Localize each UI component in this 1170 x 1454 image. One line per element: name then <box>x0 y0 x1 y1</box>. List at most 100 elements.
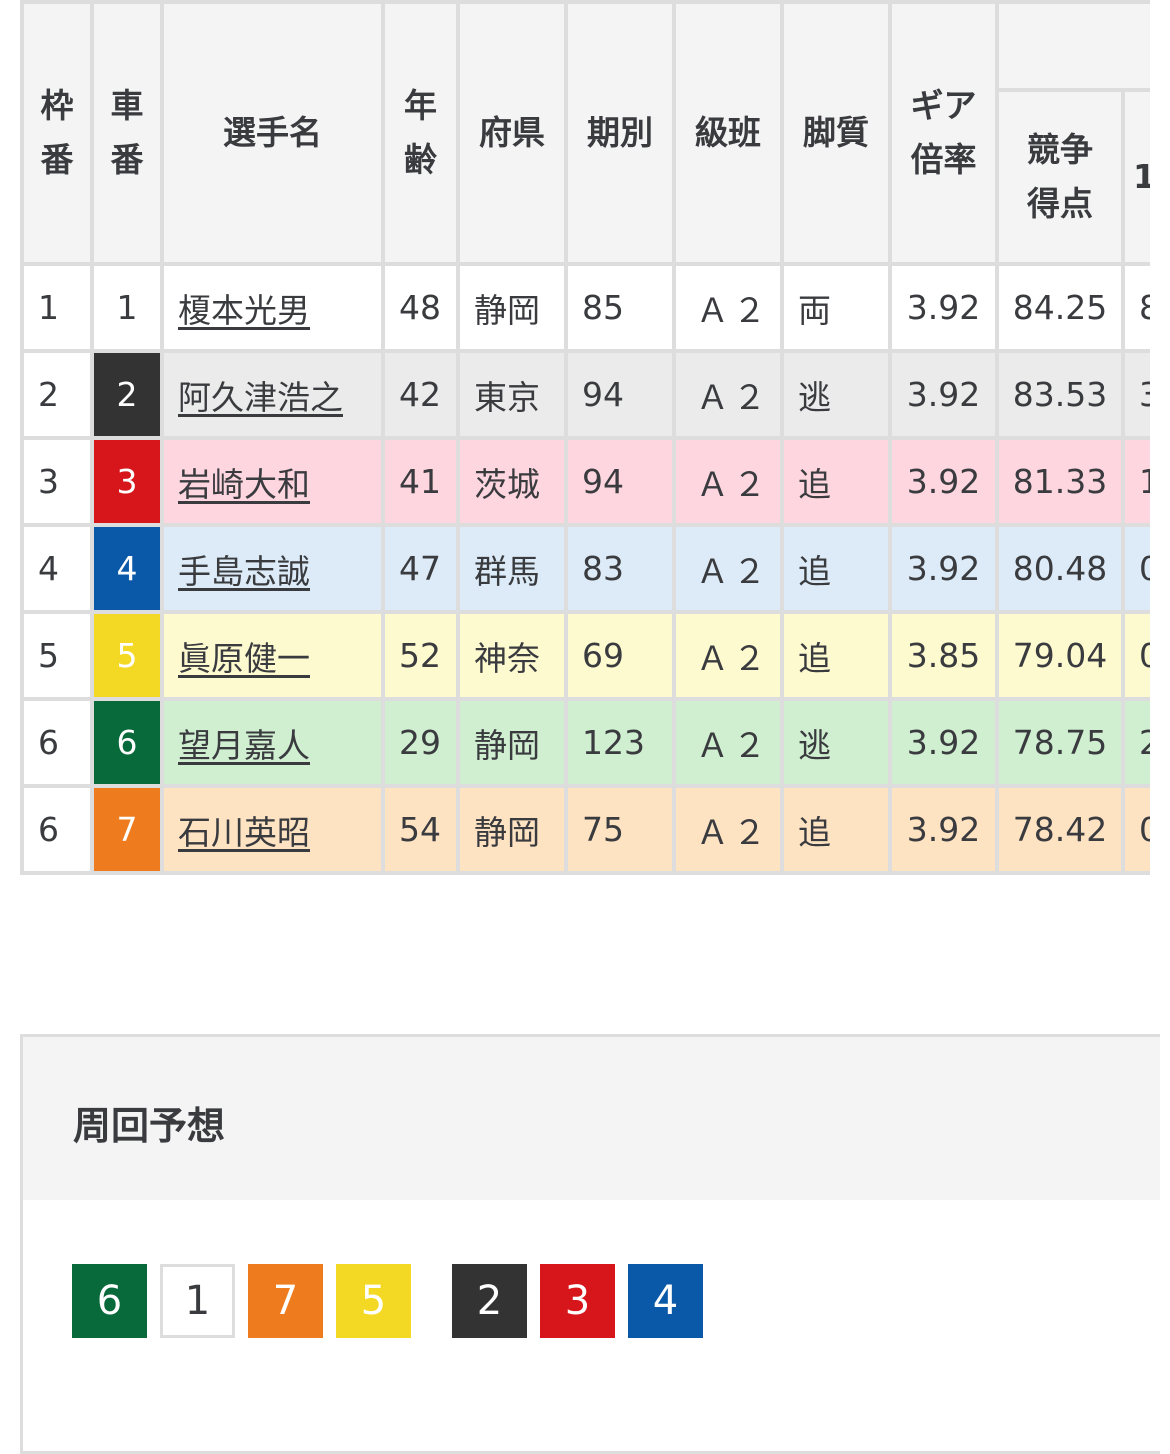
header-waku: 枠 番 <box>20 0 94 266</box>
score-cell: 78.42 <box>995 784 1125 875</box>
next-cell: 1 <box>1121 436 1150 527</box>
car-number-cell: 3 <box>90 436 164 527</box>
prefecture-cell: 静岡 <box>456 784 568 875</box>
prefecture-cell: 茨城 <box>456 436 568 527</box>
class-cell: Ａ２ <box>672 262 784 353</box>
racer-name-cell[interactable]: 手島志誠 <box>160 523 385 614</box>
term-cell: 83 <box>564 523 676 614</box>
style-cell: 追 <box>780 610 892 701</box>
header-group <box>995 0 1150 92</box>
prefecture-cell: 東京 <box>456 349 568 440</box>
next-cell: 3 <box>1121 349 1150 440</box>
score-cell: 83.53 <box>995 349 1125 440</box>
header-style: 脚質 <box>780 0 892 266</box>
class-cell: Ａ２ <box>672 784 784 875</box>
racer-name-link[interactable]: 望月嘉人 <box>178 725 310 765</box>
waku-cell: 6 <box>20 697 94 788</box>
racer-name-cell[interactable]: 望月嘉人 <box>160 697 385 788</box>
header-class: 級班 <box>672 0 784 266</box>
prefecture-cell: 静岡 <box>456 697 568 788</box>
car-number-cell: 2 <box>90 349 164 440</box>
age-cell: 41 <box>381 436 460 527</box>
car-number-badge: 4 <box>628 1264 703 1338</box>
age-cell: 47 <box>381 523 460 614</box>
style-cell: 追 <box>780 523 892 614</box>
class-cell: Ａ２ <box>672 349 784 440</box>
car-number-cell: 4 <box>90 523 164 614</box>
score-cell: 78.75 <box>995 697 1125 788</box>
racer-name-link[interactable]: 榎本光男 <box>178 290 310 330</box>
class-cell: Ａ２ <box>672 697 784 788</box>
waku-cell: 4 <box>20 523 94 614</box>
next-cell: 0 <box>1121 784 1150 875</box>
header-age: 年 齢 <box>381 0 460 266</box>
racer-name-cell[interactable]: 阿久津浩之 <box>160 349 385 440</box>
header-prefecture: 府県 <box>456 0 568 266</box>
class-cell: Ａ２ <box>672 610 784 701</box>
style-cell: 逃 <box>780 349 892 440</box>
racer-name-link[interactable]: 阿久津浩之 <box>178 377 343 417</box>
score-cell: 84.25 <box>995 262 1125 353</box>
lap-prediction-title: 周回予想 <box>23 1037 1160 1200</box>
car-number-cell: 7 <box>90 784 164 875</box>
gear-cell: 3.92 <box>888 436 999 527</box>
racer-name-cell[interactable]: 眞原健一 <box>160 610 385 701</box>
score-cell: 81.33 <box>995 436 1125 527</box>
car-number-badge: 1 <box>160 1264 235 1338</box>
car-number-cell: 5 <box>90 610 164 701</box>
term-cell: 85 <box>564 262 676 353</box>
style-cell: 追 <box>780 784 892 875</box>
next-cell: 2 <box>1121 697 1150 788</box>
car-number-badge: 7 <box>248 1264 323 1338</box>
badge-gap <box>424 1264 452 1338</box>
car-number-cell: 6 <box>90 697 164 788</box>
racer-name-cell[interactable]: 岩崎大和 <box>160 436 385 527</box>
car-number-badge: 3 <box>540 1264 615 1338</box>
car-number-badge: 5 <box>336 1264 411 1338</box>
gear-cell: 3.92 <box>888 784 999 875</box>
term-cell: 94 <box>564 349 676 440</box>
racer-name-link[interactable]: 石川英昭 <box>178 812 310 852</box>
header-gear: ギア 倍率 <box>888 0 999 266</box>
term-cell: 123 <box>564 697 676 788</box>
header-name: 選手名 <box>160 0 385 266</box>
term-cell: 75 <box>564 784 676 875</box>
style-cell: 両 <box>780 262 892 353</box>
racer-name-cell[interactable]: 石川英昭 <box>160 784 385 875</box>
next-cell: 0 <box>1121 610 1150 701</box>
next-cell: 0 <box>1121 523 1150 614</box>
racer-name-link[interactable]: 眞原健一 <box>178 638 310 678</box>
racer-name-link[interactable]: 手島志誠 <box>178 551 310 591</box>
waku-cell: 1 <box>20 262 94 353</box>
waku-cell: 6 <box>20 784 94 875</box>
header-car-number: 車 番 <box>90 0 164 266</box>
car-number-cell: 1 <box>90 262 164 353</box>
next-cell: 8 <box>1121 262 1150 353</box>
car-number-badge: 2 <box>452 1264 527 1338</box>
entry-table-container[interactable]: 枠 番 車 番 選手名 年 齢 府県 期別 級班 脚質 ギア 倍率 競争 得点 … <box>20 0 1150 875</box>
score-cell: 80.48 <box>995 523 1125 614</box>
waku-cell: 2 <box>20 349 94 440</box>
gear-cell: 3.92 <box>888 523 999 614</box>
prefecture-cell: 群馬 <box>456 523 568 614</box>
header-next: 1 <box>1121 88 1150 266</box>
class-cell: Ａ２ <box>672 436 784 527</box>
racer-name-cell[interactable]: 榎本光男 <box>160 262 385 353</box>
style-cell: 逃 <box>780 697 892 788</box>
style-cell: 追 <box>780 436 892 527</box>
header-score: 競争 得点 <box>995 88 1125 266</box>
gear-cell: 3.92 <box>888 262 999 353</box>
racer-name-link[interactable]: 岩崎大和 <box>178 464 310 504</box>
term-cell: 94 <box>564 436 676 527</box>
age-cell: 29 <box>381 697 460 788</box>
age-cell: 52 <box>381 610 460 701</box>
age-cell: 42 <box>381 349 460 440</box>
prefecture-cell: 静岡 <box>456 262 568 353</box>
gear-cell: 3.85 <box>888 610 999 701</box>
